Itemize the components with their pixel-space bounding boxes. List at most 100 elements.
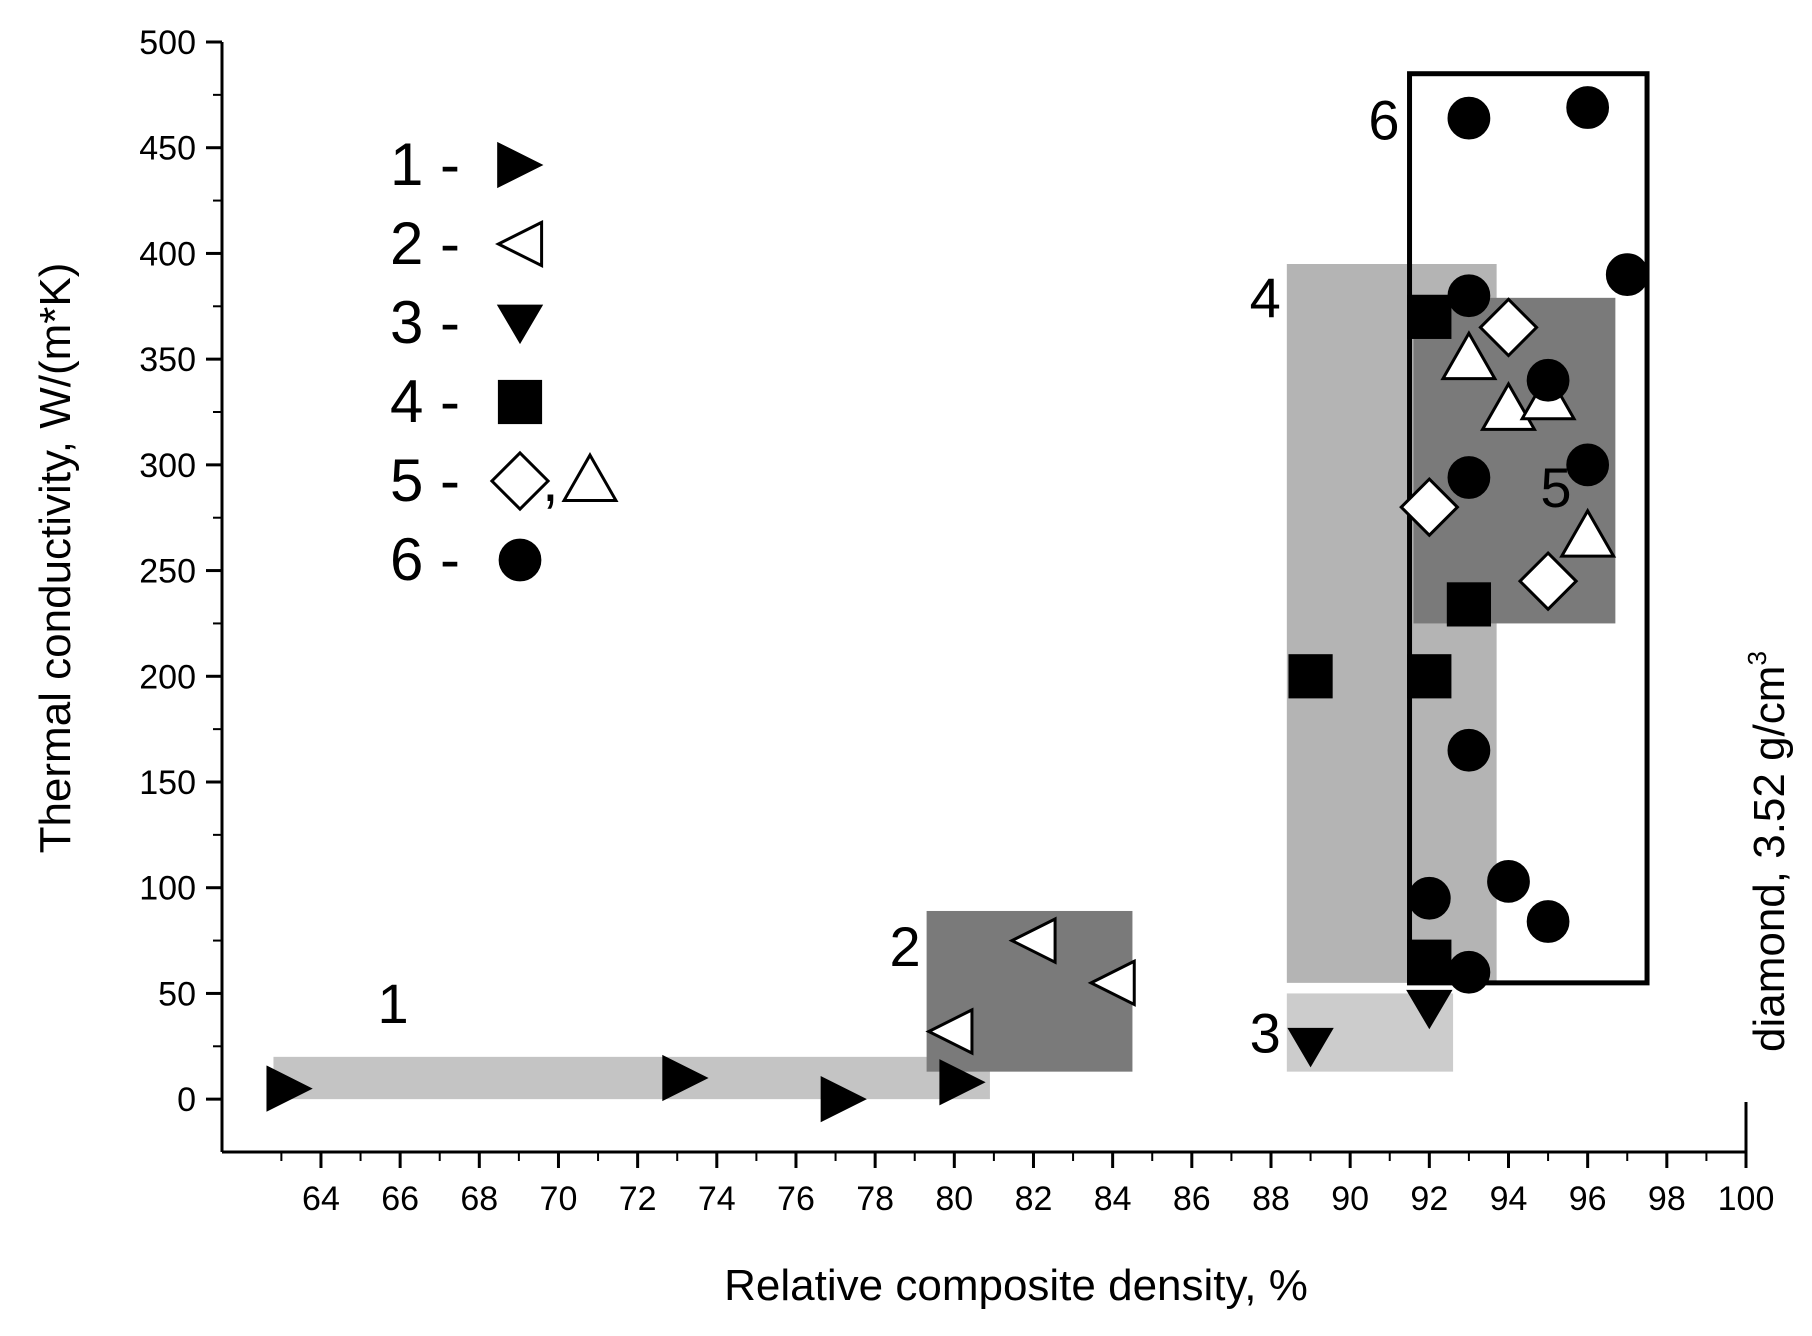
y-tick-label: 0 (177, 1081, 196, 1119)
diamond-annotation: diamond, 3.52 g/cm3 (1742, 651, 1794, 1052)
series-3-triangle-down-point (1406, 989, 1453, 1030)
series-6-circle-point (1566, 443, 1610, 487)
x-tick-label: 100 (1718, 1180, 1775, 1218)
x-tick-label: 96 (1569, 1180, 1607, 1218)
legend-marker-diamond (489, 450, 551, 512)
series-6-circle-point (1447, 728, 1491, 772)
region-label-2: 2 (889, 915, 920, 978)
series-6-circle-point (1447, 456, 1491, 499)
x-tick-label: 92 (1410, 1180, 1448, 1218)
annotation-text: diamond, 3.52 g/cm3 (1742, 651, 1794, 1052)
series-4-square-point (1407, 939, 1452, 984)
y-tick-label: 400 (139, 235, 196, 273)
y-tick-label: 100 (139, 870, 196, 908)
legend-marker-triangle-up (561, 452, 619, 502)
legend-marker-triangle-left (495, 219, 544, 269)
region-label-3: 3 (1250, 1002, 1281, 1065)
x-tick-label: 88 (1252, 1180, 1290, 1218)
legend-entry-4: 4 - (390, 368, 543, 435)
region-label-4: 4 (1250, 266, 1281, 329)
series-6-circle-point (1447, 96, 1491, 140)
legend-marker-circle (498, 538, 542, 582)
series-2-triangle-left-point (925, 1007, 974, 1056)
data-points (266, 86, 1649, 1123)
y-tick-label: 350 (139, 341, 196, 379)
x-tick-label: 98 (1648, 1180, 1686, 1218)
region-labels: 1 2 3 4 5 6 (377, 88, 1571, 1064)
y-tick-label: 500 (139, 24, 196, 62)
region-label-1: 1 (377, 972, 408, 1035)
series-1-triangle-right-point (820, 1076, 867, 1123)
x-tick-label: 80 (935, 1180, 973, 1218)
legend-entry-5: 5 -, (390, 447, 619, 514)
x-tick-label: 68 (460, 1180, 498, 1218)
series-6-circle-point (1605, 253, 1649, 296)
annotation-superscript: 3 (1742, 651, 1772, 665)
region-6 (1407, 71, 1650, 986)
series-4-square-point (1288, 654, 1333, 699)
series-4-square-point (1446, 582, 1492, 627)
series-1-triangle-right-point (939, 1059, 986, 1106)
series-4-square-point (1407, 654, 1452, 699)
x-tick-label: 76 (777, 1180, 815, 1218)
legend-marker-triangle-down (496, 304, 544, 345)
legend-entry-2: 2 - (390, 210, 544, 277)
legend-label: 5 - (390, 447, 460, 514)
legend-entry-3: 3 - (390, 289, 544, 356)
series-5-diamond-point (1517, 550, 1579, 612)
legend-separator: , (542, 447, 559, 514)
series-6-circle-point (1407, 876, 1451, 920)
series-6-circle-point (1447, 950, 1491, 994)
legend-label: 3 - (390, 289, 460, 356)
series-2-triangle-left-point (1008, 916, 1057, 965)
y-tick-label: 150 (139, 764, 196, 802)
legend-label: 4 - (390, 368, 460, 435)
series-6-circle-point (1487, 859, 1530, 903)
x-tick-label: 90 (1331, 1180, 1369, 1218)
series-5-diamond-point (1478, 297, 1539, 358)
x-tick-label: 78 (856, 1180, 894, 1218)
x-tick-label: 72 (619, 1180, 657, 1218)
x-tick-label: 86 (1173, 1180, 1211, 1218)
series-5-triangle-up-point (1559, 507, 1617, 558)
series-5-diamond-point (1399, 476, 1460, 538)
series-3-triangle-down-point (1287, 1027, 1334, 1068)
legend-entry-1: 1 - (390, 131, 544, 198)
series-6-circle-point (1566, 86, 1610, 129)
y-tick-label: 50 (158, 975, 196, 1013)
x-axis-title: Relative composite density, % (724, 1261, 1308, 1310)
series-6-circle-point (1526, 358, 1570, 402)
series-1-triangle-right-point (266, 1065, 313, 1112)
y-tick-label: 200 (139, 658, 196, 696)
series-4-square-point (1407, 294, 1452, 339)
x-tick-label: 82 (1015, 1180, 1053, 1218)
x-tick-label: 64 (302, 1180, 340, 1218)
y-tick-label: 250 (139, 553, 196, 591)
region-label-5: 5 (1540, 456, 1571, 519)
series-6-circle-point (1447, 274, 1491, 318)
legend-entry-6: 6 - (390, 526, 542, 593)
y-tick-label: 450 (139, 130, 196, 168)
legend-marker-square (497, 379, 543, 425)
y-tick-label: 300 (139, 447, 196, 485)
region-1 (273, 1056, 990, 1100)
series-1-triangle-right-point (662, 1054, 709, 1102)
x-tick-label: 84 (1094, 1180, 1132, 1218)
series-6-circle-point (1526, 900, 1570, 943)
x-tick-label: 66 (381, 1180, 419, 1218)
legend: 1 - 2 - 3 - 4 - 5 - , 6 - (390, 131, 619, 593)
series-2-triangle-left-point (1087, 958, 1136, 1007)
legend-label: 6 - (390, 526, 460, 593)
legend-label: 2 - (390, 210, 460, 277)
series-5-triangle-up-point (1440, 330, 1498, 381)
x-tick-label: 94 (1490, 1180, 1528, 1218)
x-tick-label: 70 (540, 1180, 578, 1218)
x-tick-label: 74 (698, 1180, 736, 1218)
annotation-main-text: diamond, 3.52 g/cm (1745, 666, 1794, 1052)
region-layer (273, 71, 1650, 1100)
y-axis-title: Thermal conductivity, W/(m*K) (31, 263, 80, 854)
legend-label: 1 - (390, 131, 460, 198)
region-label-6: 6 (1368, 88, 1399, 151)
